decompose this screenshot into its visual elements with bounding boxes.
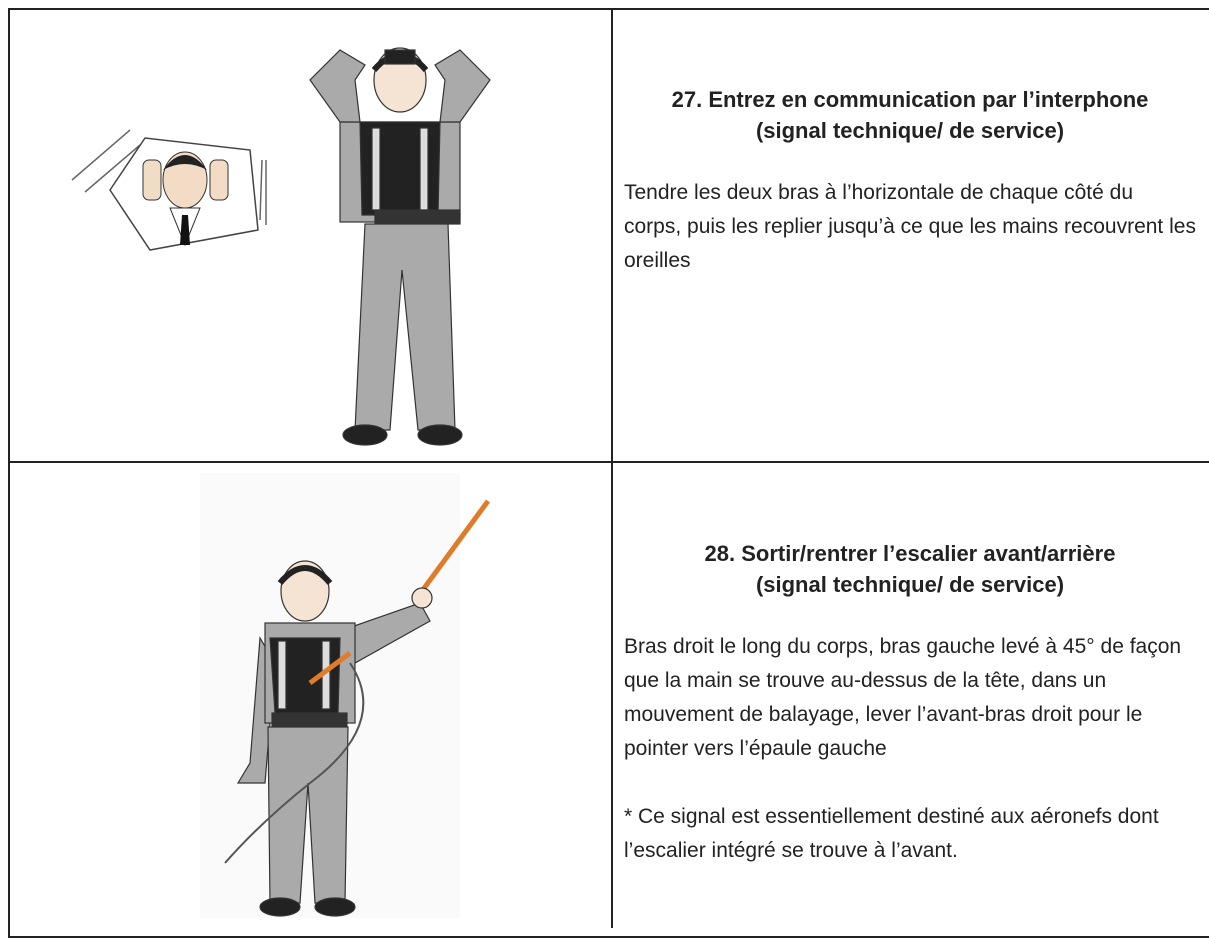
note: * Ce signal est essentiellement destiné …: [624, 805, 1159, 862]
row-divider: [8, 461, 1209, 463]
signal-title: 27. Entrez en communication par l’interp…: [624, 84, 1196, 146]
title-line: (signal technique/ de service): [755, 572, 1065, 597]
cell-27: 27. Entrez en communication par l’interp…: [624, 84, 1196, 278]
column-divider: [611, 8, 613, 928]
title-line: 27. Entrez en communication par l’interp…: [671, 87, 1149, 112]
description: Bras droit le long du corps, bras gauche…: [624, 635, 1182, 760]
title-line: 28. Sortir/rentrer l’escalier avant/arri…: [704, 541, 1116, 566]
title-line: (signal technique/ de service): [755, 118, 1065, 143]
illustration-28: [200, 473, 491, 918]
illustration-27: [71, 47, 491, 446]
description: Tendre les deux bras à l’horizontale de …: [624, 181, 1196, 272]
cell-28: 28. Sortir/rentrer l’escalier avant/arri…: [624, 538, 1196, 868]
signal-title: 28. Sortir/rentrer l’escalier avant/arri…: [624, 538, 1196, 600]
